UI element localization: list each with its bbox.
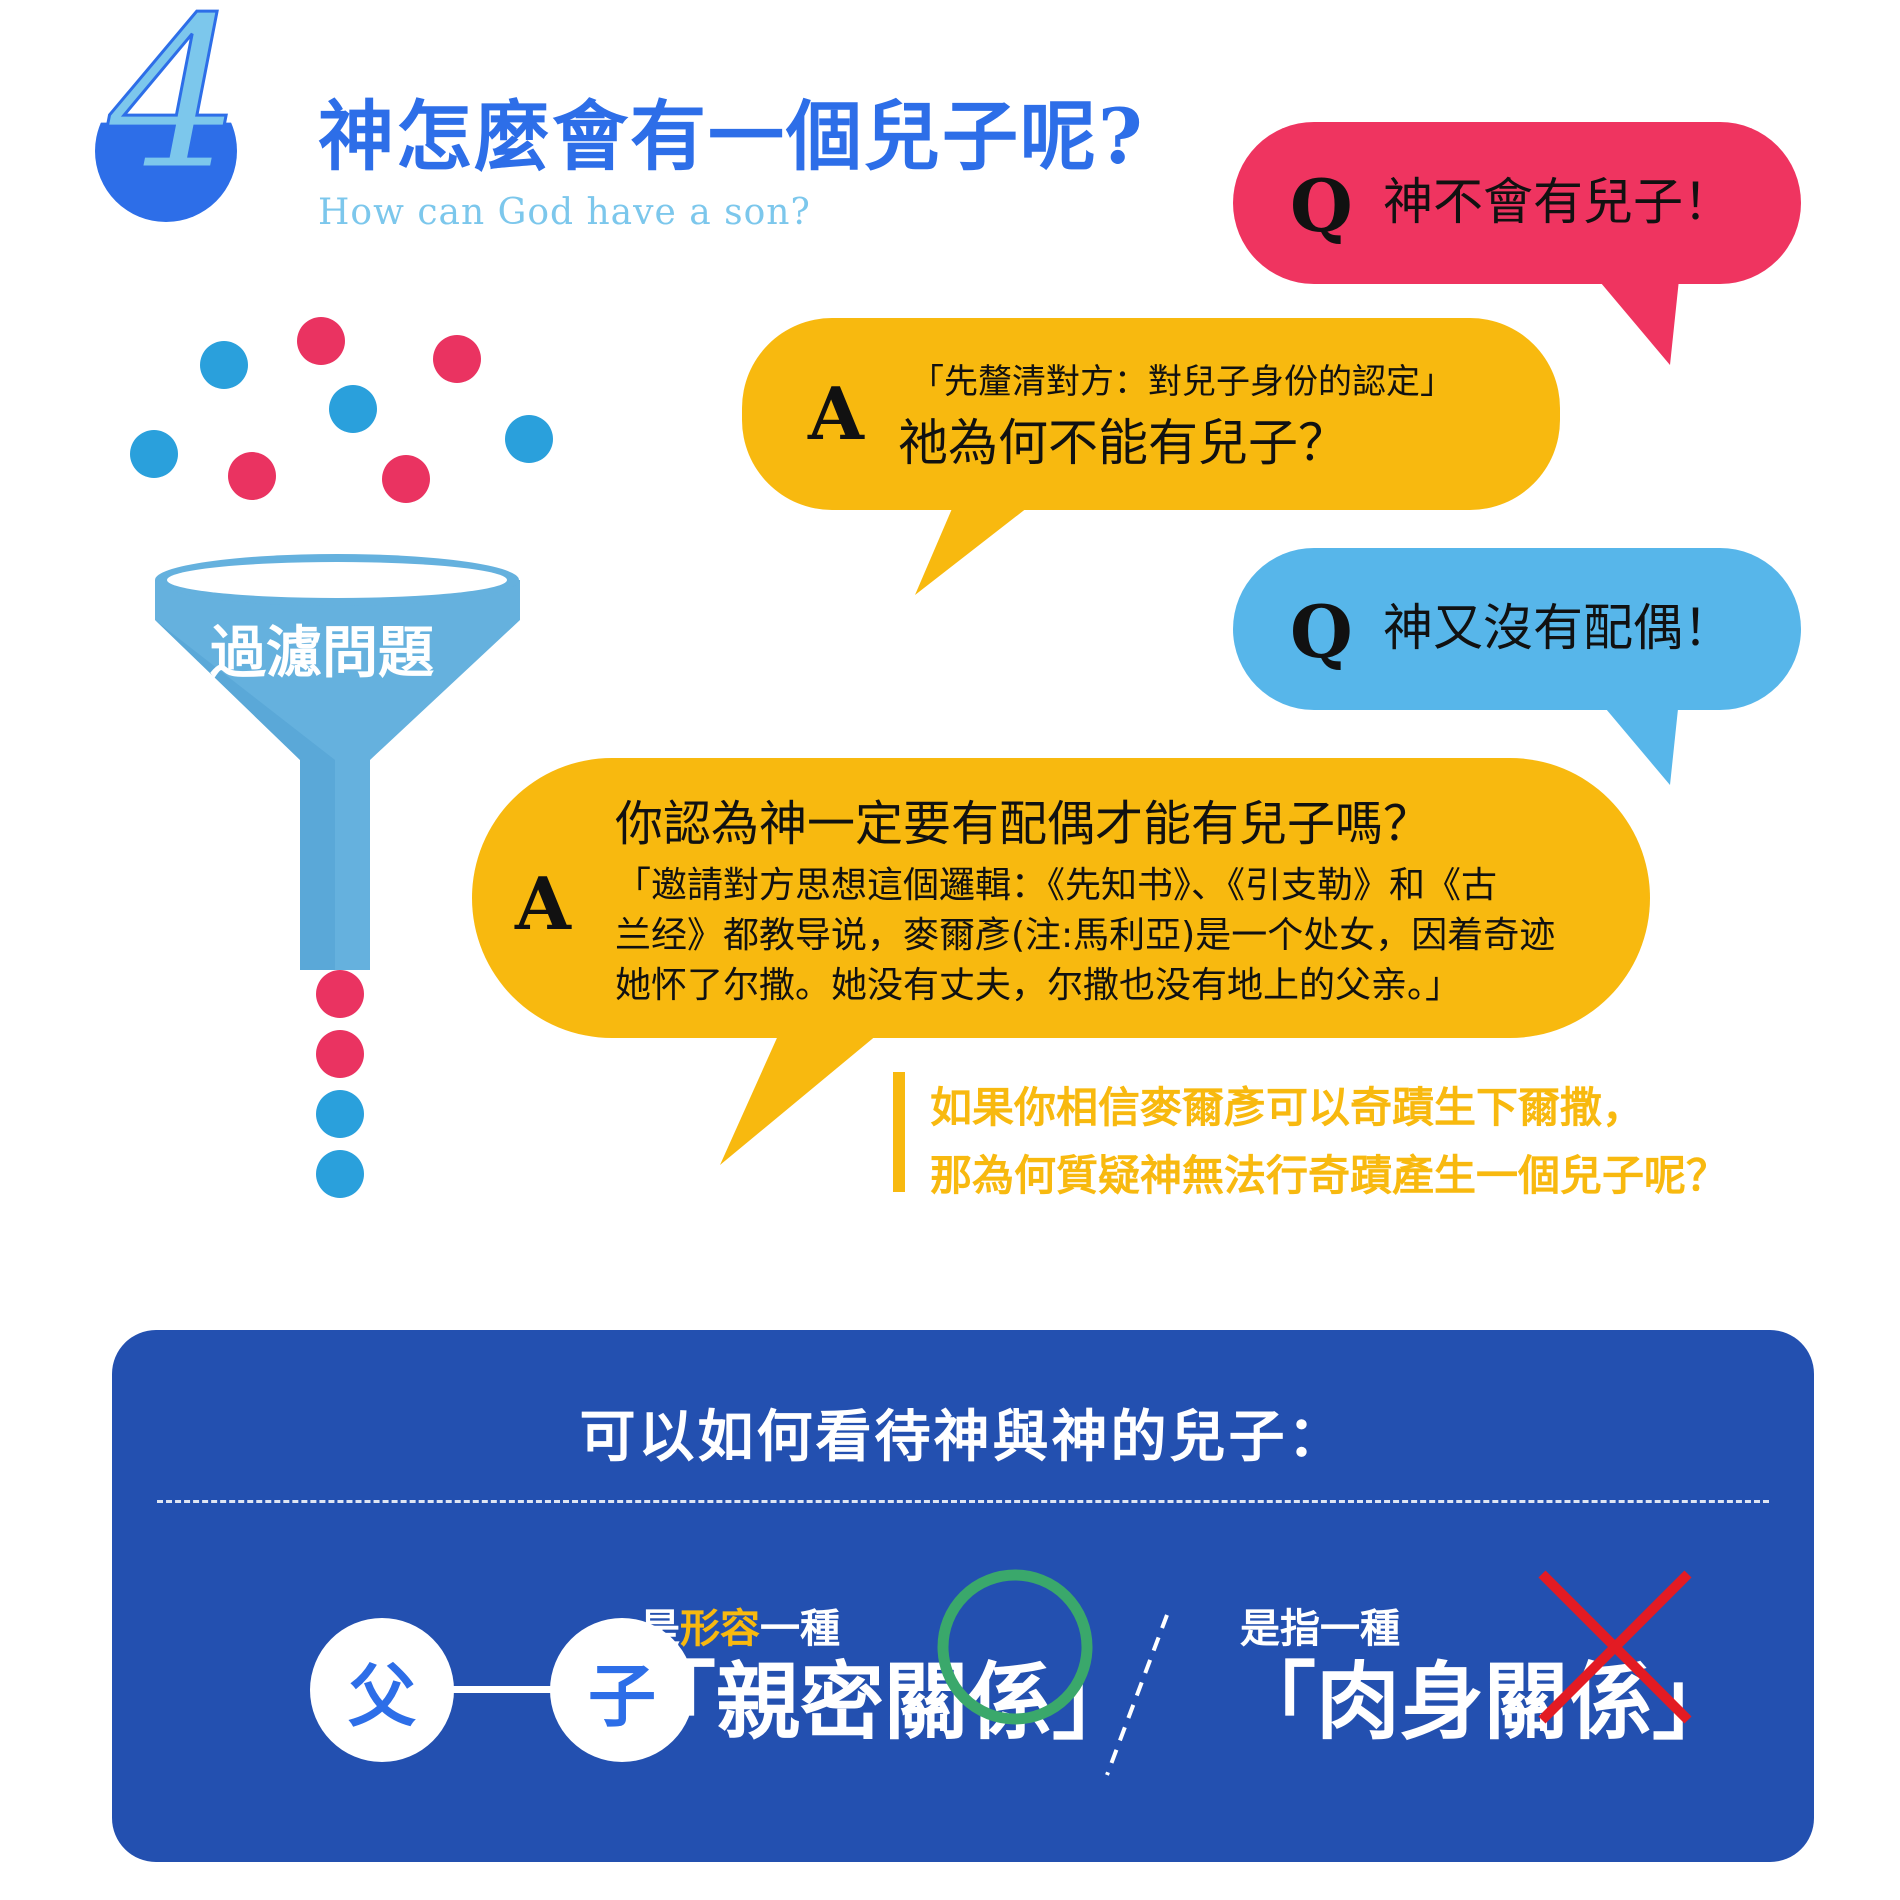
- bubble-a2-tail: [720, 1020, 895, 1165]
- conclusion-bar: [893, 1072, 905, 1192]
- left-small-prefix: 是: [640, 1605, 680, 1652]
- page-title: 神怎麼會有一個兒子呢?: [318, 92, 1145, 181]
- dot: [130, 430, 178, 478]
- bubble-q2-tail: [1590, 690, 1680, 785]
- bubble-a1: [742, 318, 1560, 510]
- left-small-suffix: 一種: [760, 1605, 840, 1652]
- dot: [228, 452, 276, 500]
- dot: [316, 970, 364, 1018]
- conclusion-line-1: 如果你相信麥爾彥可以奇蹟生下爾撒，: [930, 1083, 1645, 1132]
- panel-divider: [157, 1500, 1769, 1503]
- cross-icon: [1538, 1570, 1692, 1724]
- bubble-q1: [1233, 122, 1801, 284]
- dot: [329, 385, 377, 433]
- bubble-a2: [472, 758, 1650, 1038]
- dot: [316, 1090, 364, 1138]
- relationship-panel: 可以如何看待神與神的兒子： 父 子 是形容一種 「親密關係」 是指一種 「肉身關…: [112, 1330, 1814, 1862]
- bubble-q2-letter: Q: [1290, 589, 1353, 674]
- bubble-q1-tail: [1590, 270, 1680, 365]
- panel-title: 可以如何看待神與神的兒子：: [579, 1404, 1347, 1470]
- father-circle: 父: [310, 1618, 454, 1762]
- right-small-label: 是指一種: [1240, 1605, 1400, 1652]
- dot: [200, 341, 248, 389]
- bubble-a1-text: 祂為何不能有兒子？: [898, 414, 1348, 472]
- right-big-label: 「肉身關係」: [1232, 1652, 1737, 1751]
- bubble-a2-letter: A: [515, 861, 571, 946]
- funnel-icon: [155, 554, 520, 970]
- dot: [316, 1150, 364, 1198]
- bubble-q2: [1233, 548, 1801, 710]
- conclusion-line-2: 那為何質疑神無法行奇蹟產生一個兒子呢？: [930, 1151, 1729, 1200]
- page-subtitle: How can God have a son?: [318, 192, 811, 233]
- bubble-a1-letter: A: [808, 371, 864, 456]
- funnel-label: 過濾問題: [210, 620, 434, 686]
- bubble-a2-line-1: 「邀請對方思想這個邏輯：《先知书》、《引支勒》和《古: [615, 865, 1498, 906]
- bubble-a2-question: 你認為神一定要有配偶才能有兒子嗎？: [615, 796, 1432, 852]
- son-circle: 子: [550, 1618, 694, 1762]
- relation-line: [440, 1686, 570, 1693]
- bubble-q2-text: 神又沒有配偶！: [1383, 599, 1733, 657]
- left-big-label: 「親密關係」: [632, 1652, 1137, 1751]
- dot: [316, 1030, 364, 1078]
- dot: [433, 335, 481, 383]
- bubble-a1-note: 「先釐清對方：對兒子身份的認定」: [910, 362, 1454, 402]
- bubble-a2-line-2: 兰经》都教导说，麥爾彥(注:馬利亞)是一个处女，因着奇迹: [615, 915, 1556, 956]
- check-circle-icon: [937, 1569, 1093, 1725]
- dot: [505, 415, 553, 463]
- number-glyph: 4: [107, 0, 244, 217]
- dot: [297, 317, 345, 365]
- dot: [382, 455, 430, 503]
- bubble-q1-letter: Q: [1290, 163, 1353, 248]
- bubble-a2-line-3: 她怀了尔撒。她没有丈夫，尔撒也没有地上的父亲。」: [615, 965, 1462, 1006]
- left-small-label: 是形容一種: [640, 1596, 840, 1654]
- bubble-a1-tail: [915, 490, 1050, 595]
- bubble-q1-text: 神不會有兒子！: [1383, 173, 1733, 231]
- slash-divider: [1105, 1614, 1169, 1776]
- left-small-highlight: 形容: [680, 1605, 760, 1652]
